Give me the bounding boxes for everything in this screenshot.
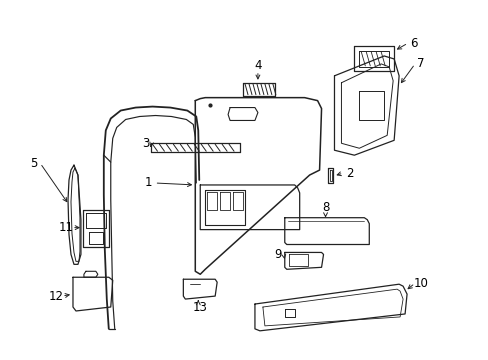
Text: 10: 10 (413, 277, 427, 290)
Text: 12: 12 (48, 289, 63, 303)
Text: 6: 6 (409, 37, 417, 50)
Text: 1: 1 (144, 176, 152, 189)
Text: 8: 8 (321, 201, 328, 214)
Text: 2: 2 (345, 167, 352, 180)
Text: 7: 7 (416, 57, 424, 71)
Text: 11: 11 (59, 221, 73, 234)
Text: 9: 9 (273, 248, 281, 261)
Text: 4: 4 (254, 59, 261, 72)
Text: 13: 13 (192, 301, 207, 314)
Text: 3: 3 (142, 137, 149, 150)
Text: 5: 5 (30, 157, 38, 170)
